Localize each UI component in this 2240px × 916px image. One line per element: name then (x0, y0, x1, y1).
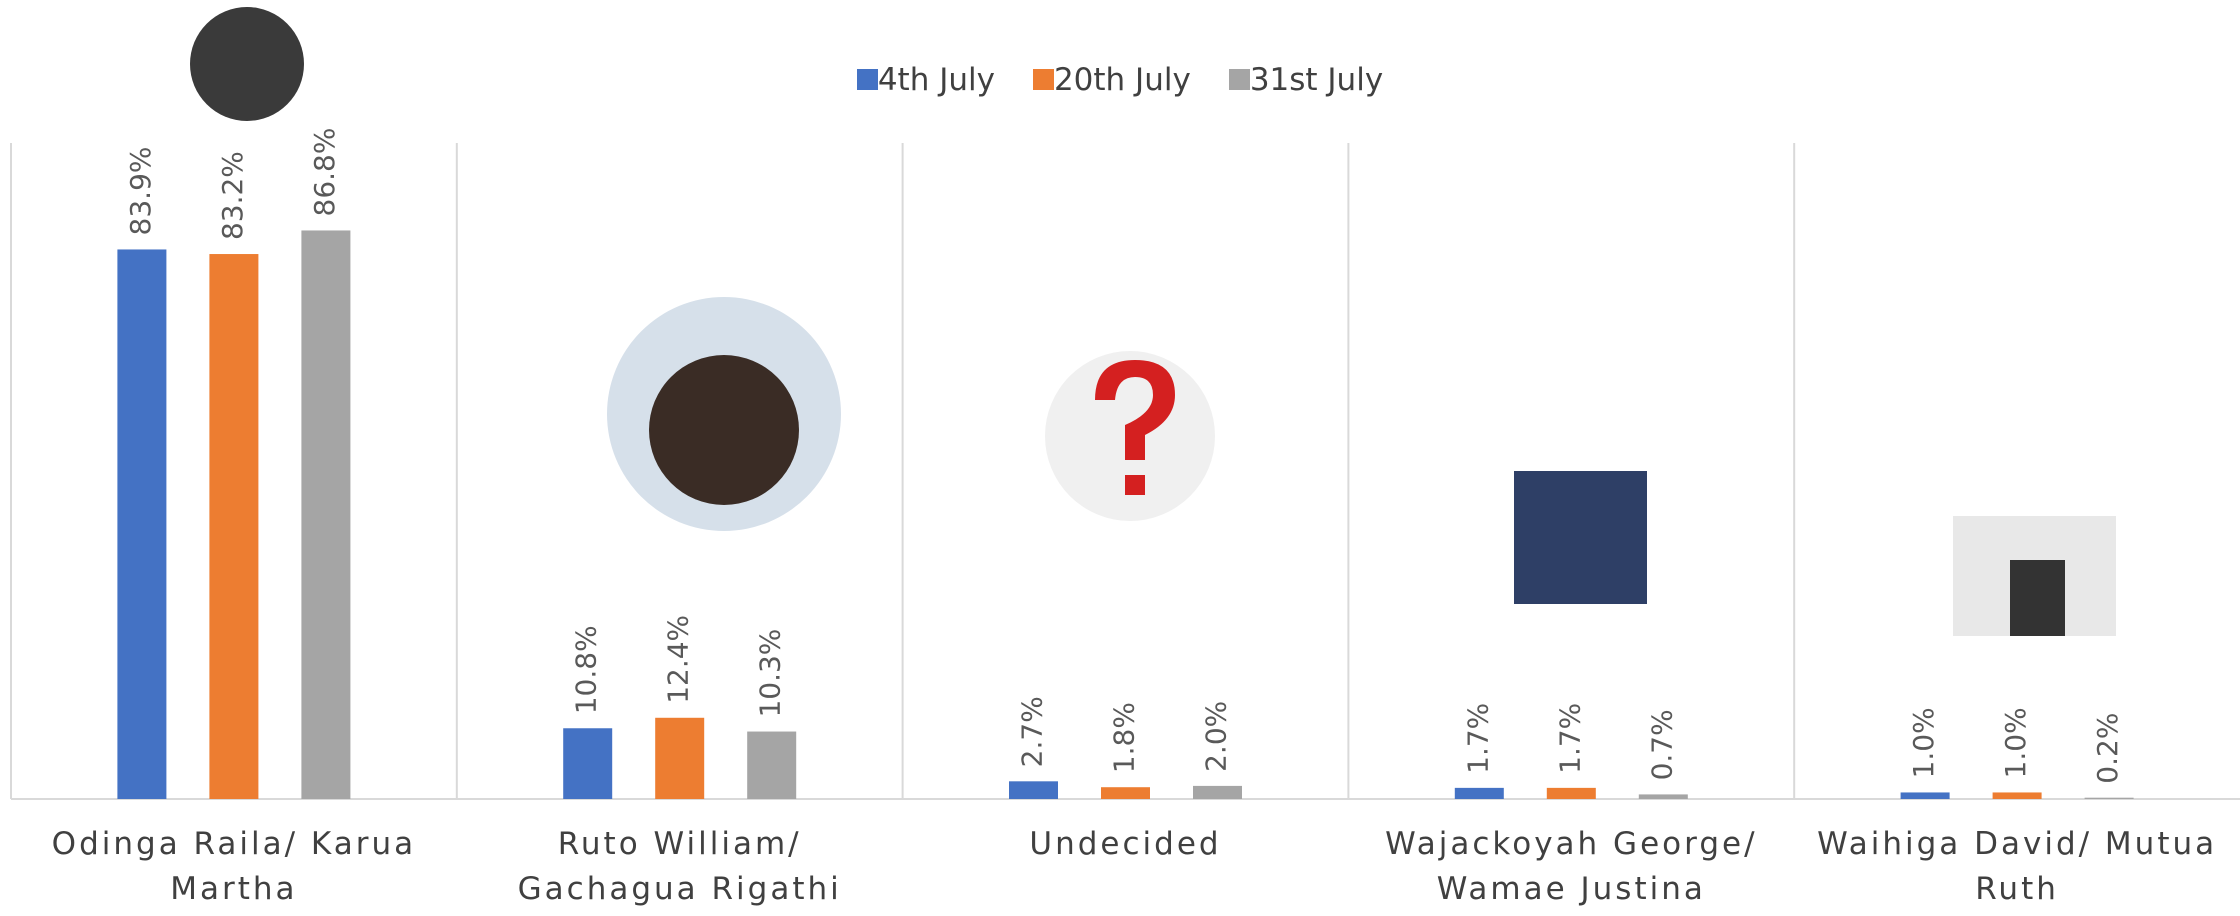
bar (1638, 794, 1688, 799)
value-label: 0.2% (2091, 713, 2124, 784)
value-label: 86.8% (308, 128, 341, 217)
legend-label: 20th July (1053, 62, 1191, 98)
category-label: Undecided (1029, 826, 1222, 862)
legend-label: 4th July (877, 62, 995, 98)
bar (747, 731, 797, 799)
legend-swatch (1228, 69, 1250, 90)
value-label: 1.0% (1999, 707, 2032, 778)
bar (1101, 787, 1150, 799)
legend-item: 31st July (1228, 62, 1384, 98)
value-label: 2.0% (1200, 701, 1233, 772)
photo (1514, 471, 1647, 604)
value-label: 1.0% (1907, 707, 1940, 778)
bar (1009, 781, 1058, 799)
category-label: Wajackoyah George/ Wamae Justina (1385, 826, 1758, 907)
legend-swatch (1032, 69, 1054, 90)
bar (1900, 792, 1950, 799)
bar (1193, 785, 1242, 799)
bar (301, 230, 351, 799)
photo (190, 7, 304, 121)
value-label: 0.7% (1645, 709, 1678, 780)
value-label: 1.8% (1108, 702, 1141, 773)
value-label: 12.4% (662, 615, 695, 704)
bar (117, 249, 167, 799)
legend-item: 20th July (1032, 62, 1191, 98)
value-label: 2.7% (1016, 696, 1049, 767)
bar (1454, 787, 1504, 799)
legend: 4th July 20th July 31st July (0, 62, 2240, 98)
photo (649, 355, 799, 505)
value-label: 10.8% (570, 625, 603, 714)
bar (209, 254, 259, 800)
value-label: 1.7% (1461, 703, 1494, 774)
value-label: 83.9% (124, 147, 157, 236)
bar (1546, 787, 1596, 799)
value-label: 10.3% (754, 629, 787, 718)
icon (1095, 360, 1175, 495)
bar (1992, 792, 2042, 799)
legend-swatch (856, 69, 878, 90)
value-label: 83.2% (216, 151, 249, 240)
category-label: Odinga Raila/ Karua Martha (51, 826, 417, 907)
bar (655, 717, 705, 799)
photo (2010, 560, 2065, 636)
legend-item: 4th July (856, 62, 995, 98)
value-label: 1.7% (1553, 703, 1586, 774)
category-label: Waihiga David/ Mutua Ruth (1817, 826, 2218, 907)
category-label: Ruto William/ Gachagua Rigathi (517, 826, 842, 907)
bar (563, 728, 613, 799)
bar (2084, 797, 2134, 799)
legend-label: 31st July (1249, 62, 1384, 98)
